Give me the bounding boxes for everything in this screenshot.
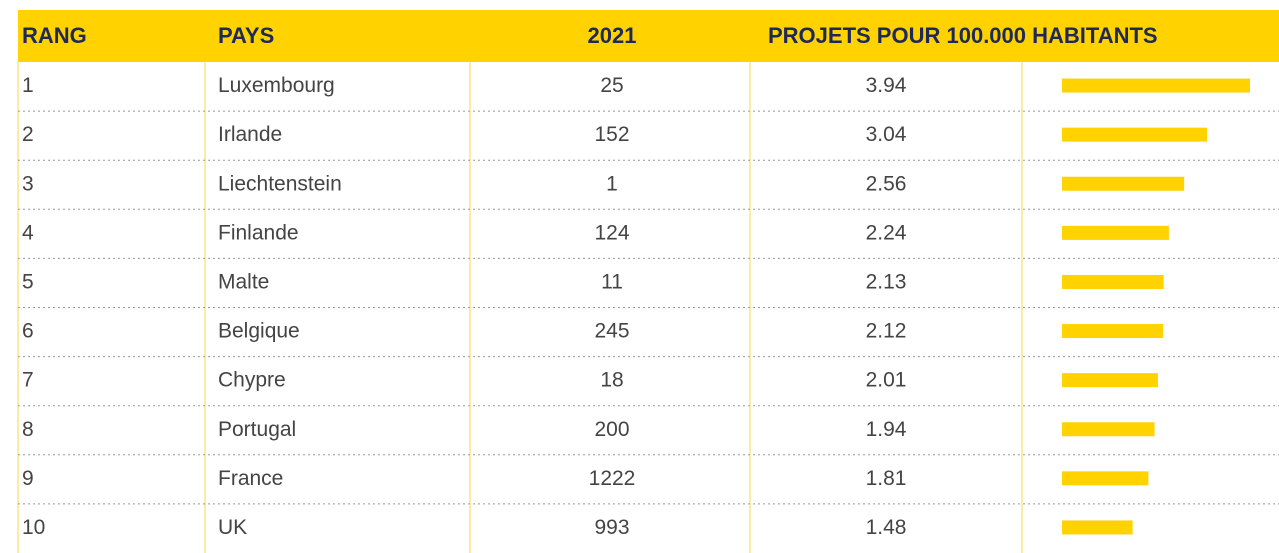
- rank: 5: [22, 270, 34, 293]
- bar: [1062, 78, 1250, 93]
- count: 245: [594, 320, 629, 343]
- header-cell: PROJETS POUR 100.000 HABITANTS: [768, 23, 1158, 48]
- country: Liechtenstein: [218, 172, 342, 195]
- bar: [1062, 471, 1149, 486]
- header-cell: PAYS: [218, 23, 274, 48]
- rank: 1: [22, 74, 34, 97]
- rank: 4: [22, 221, 34, 244]
- country: Finlande: [218, 221, 299, 244]
- count: 1222: [589, 467, 636, 490]
- rank: 3: [22, 172, 34, 195]
- count: 152: [594, 123, 629, 146]
- count: 993: [594, 516, 629, 539]
- rank: 6: [22, 320, 34, 343]
- rate: 1.81: [866, 467, 907, 490]
- bar: [1062, 127, 1208, 142]
- header-cell: RANG: [22, 23, 87, 48]
- bar: [1062, 176, 1185, 191]
- rate: 2.24: [866, 221, 907, 244]
- rank: 7: [22, 369, 34, 392]
- count: 18: [600, 369, 623, 392]
- bar: [1062, 225, 1169, 240]
- count: 11: [601, 270, 623, 293]
- country: Irlande: [218, 123, 282, 146]
- bar: [1062, 520, 1133, 535]
- rate: 3.04: [866, 123, 907, 146]
- rank: 2: [22, 123, 34, 146]
- country: Portugal: [218, 418, 296, 441]
- count: 124: [594, 221, 629, 244]
- country: UK: [218, 516, 247, 539]
- rate: 2.56: [866, 172, 907, 195]
- header-bg: [18, 10, 1279, 62]
- rank: 8: [22, 418, 34, 441]
- rate: 2.13: [866, 270, 907, 293]
- country: Luxembourg: [218, 74, 335, 97]
- bar: [1062, 324, 1164, 339]
- rank: 10: [22, 516, 45, 539]
- rank: 9: [22, 467, 34, 490]
- rate: 2.12: [866, 320, 907, 343]
- count: 25: [600, 74, 623, 97]
- rate: 3.94: [866, 74, 907, 97]
- count: 1: [606, 172, 618, 195]
- country: Malte: [218, 270, 269, 293]
- rate: 1.48: [866, 516, 907, 539]
- country: Belgique: [218, 320, 300, 343]
- count: 200: [594, 418, 629, 441]
- bar: [1062, 274, 1164, 289]
- bar: [1062, 422, 1155, 437]
- rate: 1.94: [866, 418, 907, 441]
- rate: 2.01: [866, 369, 907, 392]
- country: France: [218, 467, 283, 490]
- bar: [1062, 373, 1158, 388]
- header-cell: 2021: [588, 23, 637, 48]
- country: Chypre: [218, 369, 286, 392]
